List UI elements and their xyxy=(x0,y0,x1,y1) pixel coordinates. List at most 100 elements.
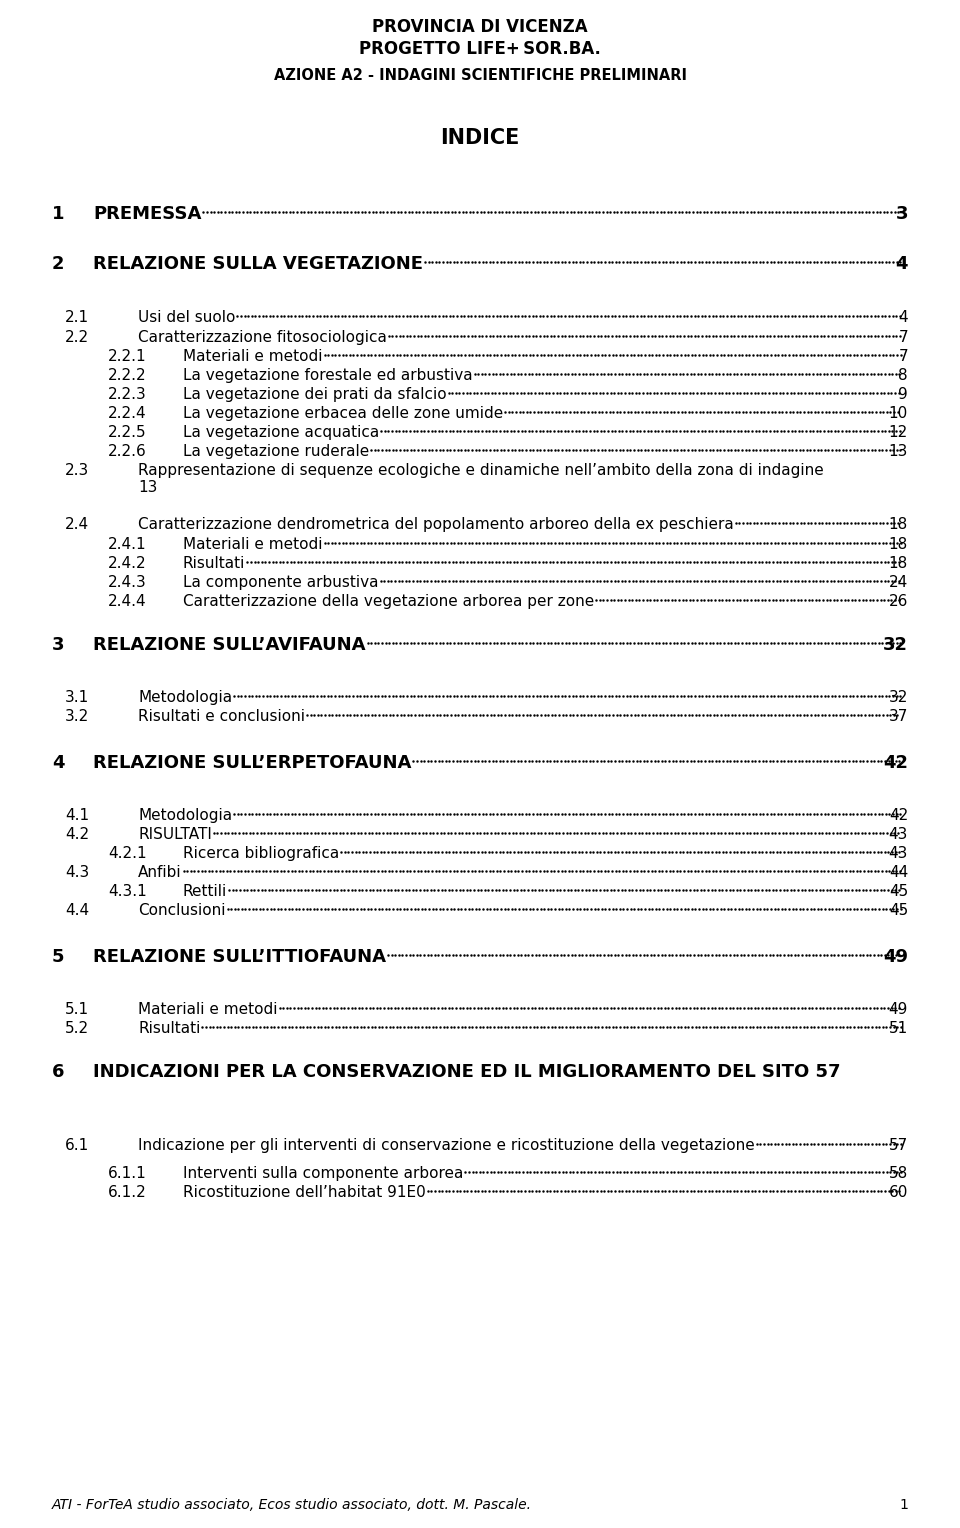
Text: 18: 18 xyxy=(889,556,908,571)
Text: 5.1: 5.1 xyxy=(65,1002,89,1018)
Text: INDICAZIONI PER LA CONSERVAZIONE ED IL MIGLIORAMENTO DEL SITO 57: INDICAZIONI PER LA CONSERVAZIONE ED IL M… xyxy=(93,1063,841,1080)
Text: 42: 42 xyxy=(883,753,908,772)
Text: 2.4.4: 2.4.4 xyxy=(108,594,147,610)
Text: ATI - ForTeA studio associato, Ecos studio associato, dott. M. Pascale.: ATI - ForTeA studio associato, Ecos stud… xyxy=(52,1497,532,1513)
Text: 58: 58 xyxy=(889,1166,908,1181)
Text: Metodologia: Metodologia xyxy=(138,691,232,704)
Text: Indicazione per gli interventi di conservazione e ricostituzione della vegetazio: Indicazione per gli interventi di conser… xyxy=(138,1138,755,1154)
Text: 49: 49 xyxy=(883,947,908,966)
Text: 4.3: 4.3 xyxy=(65,865,89,880)
Text: 4.3.1: 4.3.1 xyxy=(108,885,147,898)
Text: 8: 8 xyxy=(899,368,908,384)
Text: La vegetazione acquatica: La vegetazione acquatica xyxy=(183,425,379,440)
Text: Caratterizzazione fitosociologica: Caratterizzazione fitosociologica xyxy=(138,330,387,345)
Text: 45: 45 xyxy=(889,903,908,918)
Text: 57: 57 xyxy=(889,1138,908,1154)
Text: AZIONE A2 - INDAGINI SCIENTIFICHE PRELIMINARI: AZIONE A2 - INDAGINI SCIENTIFICHE PRELIM… xyxy=(274,69,686,83)
Text: 18: 18 xyxy=(889,536,908,552)
Text: 45: 45 xyxy=(889,885,908,898)
Text: Caratterizzazione dendrometrica del popolamento arboreo della ex peschiera: Caratterizzazione dendrometrica del popo… xyxy=(138,516,733,532)
Text: RELAZIONE SULL’AVIFAUNA: RELAZIONE SULL’AVIFAUNA xyxy=(93,636,366,654)
Text: INDICE: INDICE xyxy=(441,128,519,148)
Text: PREMESSA: PREMESSA xyxy=(93,205,202,223)
Text: 2.2.1: 2.2.1 xyxy=(108,348,147,364)
Text: 42: 42 xyxy=(889,808,908,824)
Text: PROVINCIA DI VICENZA: PROVINCIA DI VICENZA xyxy=(372,18,588,37)
Text: Risultati e conclusioni: Risultati e conclusioni xyxy=(138,709,305,724)
Text: Rappresentazione di sequenze ecologiche e dinamiche nell’ambito della zona di in: Rappresentazione di sequenze ecologiche … xyxy=(138,463,824,495)
Text: 9: 9 xyxy=(899,387,908,402)
Text: La componente arbustiva: La componente arbustiva xyxy=(183,575,378,590)
Text: 1: 1 xyxy=(900,1497,908,1513)
Text: 32: 32 xyxy=(883,636,908,654)
Text: Materiali e metodi: Materiali e metodi xyxy=(183,348,323,364)
Text: 5.2: 5.2 xyxy=(65,1021,89,1036)
Text: 2.2.4: 2.2.4 xyxy=(108,406,147,422)
Text: 6: 6 xyxy=(52,1063,64,1080)
Text: Metodologia: Metodologia xyxy=(138,808,232,824)
Text: Ricostituzione dell’habitat 91E0: Ricostituzione dell’habitat 91E0 xyxy=(183,1186,425,1199)
Text: RISULTATI: RISULTATI xyxy=(138,827,212,842)
Text: Interventi sulla componente arborea: Interventi sulla componente arborea xyxy=(183,1166,464,1181)
Text: 37: 37 xyxy=(889,709,908,724)
Text: 4: 4 xyxy=(899,310,908,325)
Text: 4.1: 4.1 xyxy=(65,808,89,824)
Text: 18: 18 xyxy=(889,516,908,532)
Text: PROGETTO LIFE+ SOR.BA.: PROGETTO LIFE+ SOR.BA. xyxy=(359,40,601,58)
Text: 6.1: 6.1 xyxy=(65,1138,89,1154)
Text: La vegetazione ruderale: La vegetazione ruderale xyxy=(183,445,370,458)
Text: Anfibi: Anfibi xyxy=(138,865,181,880)
Text: 3: 3 xyxy=(52,636,64,654)
Text: 5: 5 xyxy=(52,947,64,966)
Text: La vegetazione dei prati da sfalcio: La vegetazione dei prati da sfalcio xyxy=(183,387,446,402)
Text: 2.4.2: 2.4.2 xyxy=(108,556,147,571)
Text: Conclusioni: Conclusioni xyxy=(138,903,226,918)
Text: 4: 4 xyxy=(52,753,64,772)
Text: Ricerca bibliografica: Ricerca bibliografica xyxy=(183,847,339,860)
Text: 2.2.6: 2.2.6 xyxy=(108,445,147,458)
Text: 60: 60 xyxy=(889,1186,908,1199)
Text: Risultati: Risultati xyxy=(138,1021,201,1036)
Text: Risultati: Risultati xyxy=(183,556,246,571)
Text: RELAZIONE SULL’ERPETOFAUNA: RELAZIONE SULL’ERPETOFAUNA xyxy=(93,753,412,772)
Text: La vegetazione forestale ed arbustiva: La vegetazione forestale ed arbustiva xyxy=(183,368,472,384)
Text: 26: 26 xyxy=(889,594,908,610)
Text: RELAZIONE SULL’ITTIOFAUNA: RELAZIONE SULL’ITTIOFAUNA xyxy=(93,947,386,966)
Text: 4.2.1: 4.2.1 xyxy=(108,847,147,860)
Text: Materiali e metodi: Materiali e metodi xyxy=(138,1002,277,1018)
Text: 32: 32 xyxy=(889,691,908,704)
Text: 2.2.5: 2.2.5 xyxy=(108,425,147,440)
Text: Rettili: Rettili xyxy=(183,885,228,898)
Text: 6.1.2: 6.1.2 xyxy=(108,1186,147,1199)
Text: 1: 1 xyxy=(52,205,64,223)
Text: 6.1.1: 6.1.1 xyxy=(108,1166,147,1181)
Text: 2.3: 2.3 xyxy=(65,463,89,478)
Text: La vegetazione erbacea delle zone umide: La vegetazione erbacea delle zone umide xyxy=(183,406,503,422)
Text: 3.1: 3.1 xyxy=(65,691,89,704)
Text: 2: 2 xyxy=(52,255,64,274)
Text: 4.2: 4.2 xyxy=(65,827,89,842)
Text: 49: 49 xyxy=(889,1002,908,1018)
Text: 2.4: 2.4 xyxy=(65,516,89,532)
Text: Caratterizzazione della vegetazione arborea per zone: Caratterizzazione della vegetazione arbo… xyxy=(183,594,594,610)
Text: 44: 44 xyxy=(889,865,908,880)
Text: 7: 7 xyxy=(899,348,908,364)
Text: 10: 10 xyxy=(889,406,908,422)
Text: 2.2.3: 2.2.3 xyxy=(108,387,147,402)
Text: 2.2: 2.2 xyxy=(65,330,89,345)
Text: 43: 43 xyxy=(889,847,908,860)
Text: 2.1: 2.1 xyxy=(65,310,89,325)
Text: 3.2: 3.2 xyxy=(65,709,89,724)
Text: 43: 43 xyxy=(889,827,908,842)
Text: 24: 24 xyxy=(889,575,908,590)
Text: 4: 4 xyxy=(896,255,908,274)
Text: 2.2.2: 2.2.2 xyxy=(108,368,147,384)
Text: 7: 7 xyxy=(899,330,908,345)
Text: 2.4.1: 2.4.1 xyxy=(108,536,147,552)
Text: 2.4.3: 2.4.3 xyxy=(108,575,147,590)
Text: Materiali e metodi: Materiali e metodi xyxy=(183,536,323,552)
Text: Usi del suolo: Usi del suolo xyxy=(138,310,235,325)
Text: 3: 3 xyxy=(896,205,908,223)
Text: 51: 51 xyxy=(889,1021,908,1036)
Text: 13: 13 xyxy=(889,445,908,458)
